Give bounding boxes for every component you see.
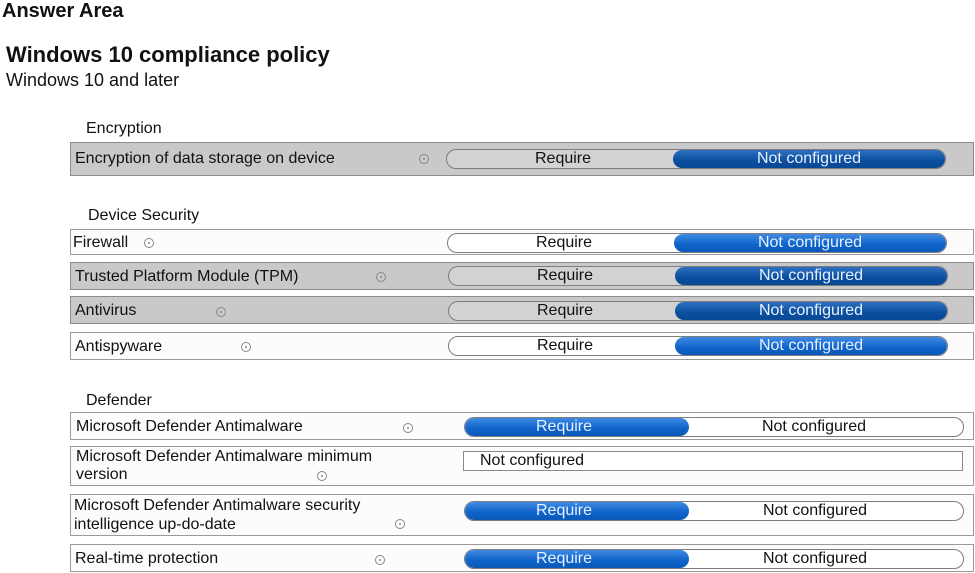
firewall-toggle[interactable]: Require Not configured (447, 233, 947, 253)
selected-option-highlight (465, 418, 689, 436)
page-title: Windows 10 compliance policy (6, 42, 330, 67)
info-icon[interactable] (395, 519, 405, 529)
option-require[interactable]: Require (535, 502, 593, 519)
option-require[interactable]: Require (535, 550, 593, 567)
info-icon[interactable] (419, 154, 429, 164)
info-icon[interactable] (317, 471, 327, 481)
setting-row-defender-security-intel: Microsoft Defender Antimalware security … (70, 494, 974, 536)
selected-option-highlight (675, 302, 947, 320)
setting-label: Encryption of data storage on device (75, 150, 335, 167)
option-require[interactable]: Require (536, 302, 594, 319)
selected-option-highlight (465, 550, 689, 568)
antivirus-toggle[interactable]: Require Not configured (448, 301, 948, 321)
option-require[interactable]: Require (536, 267, 594, 284)
option-not-configured[interactable]: Not configured (758, 337, 864, 354)
section-device-security-heading: Device Security (88, 207, 200, 224)
selected-option-highlight (673, 150, 945, 168)
page-subtitle: Windows 10 and later (6, 70, 180, 90)
option-not-configured[interactable]: Not configured (757, 234, 863, 251)
setting-row-encryption: Encryption of data storage on device Req… (70, 142, 974, 176)
option-not-configured[interactable]: Not configured (758, 302, 864, 319)
setting-label: Antispyware (75, 338, 163, 355)
option-require[interactable]: Require (536, 337, 594, 354)
option-not-configured[interactable]: Not configured (758, 267, 864, 284)
setting-label-line2: intelligence up-do-date (74, 516, 236, 533)
setting-row-tpm: Trusted Platform Module (TPM) Require No… (70, 262, 974, 290)
option-require[interactable]: Require (535, 418, 593, 435)
setting-label-line1: Microsoft Defender Antimalware security (74, 497, 361, 514)
setting-row-defender-min-version: Microsoft Defender Antimalware minimum v… (70, 446, 974, 486)
setting-label-line2: version (76, 466, 128, 483)
answer-area-title: Answer Area (2, 0, 124, 22)
option-require[interactable]: Require (535, 234, 593, 251)
selected-option-highlight (674, 234, 946, 252)
info-icon[interactable] (144, 238, 154, 248)
option-not-configured[interactable]: Not configured (762, 502, 868, 519)
encryption-toggle[interactable]: Require Not configured (446, 149, 946, 169)
info-icon[interactable] (376, 272, 386, 282)
setting-label-line1: Microsoft Defender Antimalware minimum (76, 448, 373, 465)
tpm-toggle[interactable]: Require Not configured (448, 266, 948, 286)
setting-row-antivirus: Antivirus Require Not configured (70, 296, 974, 324)
option-not-configured[interactable]: Not configured (762, 550, 868, 567)
section-defender-heading: Defender (86, 392, 152, 409)
info-icon[interactable] (403, 423, 413, 433)
section-encryption-heading: Encryption (86, 120, 162, 137)
setting-row-defender-antimalware: Microsoft Defender Antimalware Require N… (70, 412, 974, 440)
option-not-configured[interactable]: Not configured (756, 150, 862, 167)
info-icon[interactable] (241, 342, 251, 352)
setting-label: Microsoft Defender Antimalware (76, 418, 303, 435)
setting-label: Antivirus (75, 302, 137, 319)
setting-label: Trusted Platform Module (TPM) (75, 268, 299, 285)
setting-label: Firewall (73, 234, 129, 251)
option-require[interactable]: Require (534, 150, 592, 167)
info-icon[interactable] (216, 307, 226, 317)
setting-row-firewall: Firewall Require Not configured (70, 229, 974, 255)
setting-label: Real-time protection (75, 550, 219, 567)
setting-row-realtime: Real-time protection Require Not configu… (70, 544, 974, 572)
selected-option-highlight (675, 267, 947, 285)
setting-row-antispyware: Antispyware Require Not configured (70, 332, 974, 360)
option-not-configured[interactable]: Not configured (761, 418, 867, 435)
defender-security-intel-toggle[interactable]: Require Not configured (464, 501, 964, 521)
defender-antimalware-toggle[interactable]: Require Not configured (464, 417, 964, 437)
info-icon[interactable] (375, 555, 385, 565)
selected-option-highlight (465, 502, 689, 520)
antispyware-toggle[interactable]: Require Not configured (448, 336, 948, 356)
realtime-toggle[interactable]: Require Not configured (464, 549, 964, 569)
selected-option-highlight (675, 337, 947, 355)
min-version-input[interactable]: Not configured (463, 451, 963, 471)
